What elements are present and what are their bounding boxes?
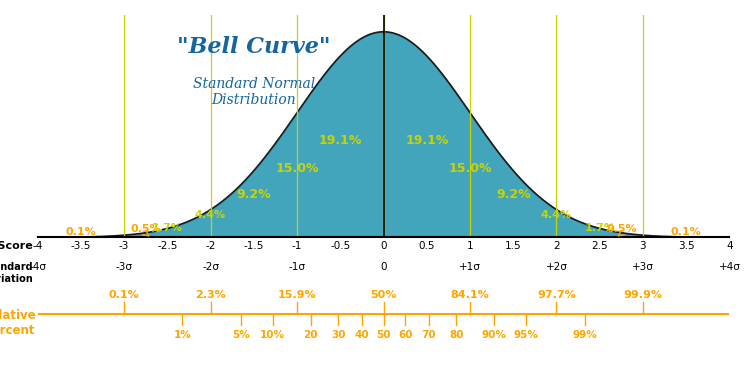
Text: Standard Normal
Distribution: Standard Normal Distribution bbox=[193, 77, 315, 107]
Text: 9.2%: 9.2% bbox=[496, 188, 531, 201]
Text: +4σ: +4σ bbox=[718, 262, 741, 272]
Text: 10%: 10% bbox=[260, 330, 285, 340]
Text: 40: 40 bbox=[354, 330, 369, 340]
Text: -4: -4 bbox=[32, 241, 43, 251]
Text: -1: -1 bbox=[292, 241, 302, 251]
Text: 15.9%: 15.9% bbox=[277, 290, 317, 300]
Text: "Bell Curve": "Bell Curve" bbox=[177, 36, 331, 58]
Text: +2σ: +2σ bbox=[545, 262, 568, 272]
Text: Standard
Deviation: Standard Deviation bbox=[0, 262, 33, 283]
Text: 4.4%: 4.4% bbox=[195, 211, 226, 221]
Text: 0.1%: 0.1% bbox=[671, 227, 702, 237]
Text: 4: 4 bbox=[726, 241, 732, 251]
Text: 3.5: 3.5 bbox=[678, 241, 695, 251]
Text: 9.2%: 9.2% bbox=[236, 188, 271, 201]
Text: Z-Score: Z-Score bbox=[0, 241, 33, 251]
Text: 99.9%: 99.9% bbox=[623, 290, 663, 300]
Text: 0.1%: 0.1% bbox=[109, 290, 139, 300]
Text: +1σ: +1σ bbox=[459, 262, 481, 272]
Text: 0: 0 bbox=[381, 241, 387, 251]
Text: 60: 60 bbox=[398, 330, 413, 340]
Text: -2: -2 bbox=[205, 241, 216, 251]
Text: 50%: 50% bbox=[370, 290, 397, 300]
Text: 19.1%: 19.1% bbox=[319, 134, 362, 147]
Text: 99%: 99% bbox=[572, 330, 597, 340]
Text: -3: -3 bbox=[119, 241, 129, 251]
Text: 0.5%: 0.5% bbox=[130, 224, 161, 234]
Text: 3: 3 bbox=[640, 241, 646, 251]
Text: 1.5: 1.5 bbox=[505, 241, 522, 251]
Text: 0.5%: 0.5% bbox=[606, 224, 637, 234]
Text: 80: 80 bbox=[449, 330, 463, 340]
Text: 2.5: 2.5 bbox=[591, 241, 608, 251]
Text: 70: 70 bbox=[422, 330, 436, 340]
Text: 95%: 95% bbox=[514, 330, 538, 340]
Text: 30: 30 bbox=[331, 330, 345, 340]
Text: Cumulative
Percent: Cumulative Percent bbox=[0, 309, 36, 337]
Text: -3σ: -3σ bbox=[116, 262, 132, 272]
Text: 5%: 5% bbox=[232, 330, 250, 340]
Text: 19.1%: 19.1% bbox=[405, 134, 448, 147]
Text: 1.7%: 1.7% bbox=[152, 223, 183, 233]
Text: 84.1%: 84.1% bbox=[450, 290, 490, 300]
Text: -1σ: -1σ bbox=[289, 262, 305, 272]
Text: 2: 2 bbox=[553, 241, 559, 251]
Text: +3σ: +3σ bbox=[632, 262, 654, 272]
Text: 50: 50 bbox=[376, 330, 391, 340]
Text: -0.5: -0.5 bbox=[330, 241, 350, 251]
Text: 1%: 1% bbox=[174, 330, 191, 340]
Text: 20: 20 bbox=[304, 330, 318, 340]
Text: -4σ: -4σ bbox=[29, 262, 46, 272]
Text: 15.0%: 15.0% bbox=[275, 162, 319, 175]
Text: -2.5: -2.5 bbox=[157, 241, 177, 251]
Text: 0.5: 0.5 bbox=[419, 241, 435, 251]
Text: -3.5: -3.5 bbox=[71, 241, 91, 251]
Text: 0: 0 bbox=[381, 262, 387, 272]
Text: 1: 1 bbox=[467, 241, 473, 251]
Text: -2σ: -2σ bbox=[202, 262, 219, 272]
Text: 15.0%: 15.0% bbox=[448, 162, 492, 175]
Text: 90%: 90% bbox=[482, 330, 507, 340]
Text: 0.1%: 0.1% bbox=[65, 227, 96, 237]
Text: 4.4%: 4.4% bbox=[541, 211, 572, 221]
Text: -1.5: -1.5 bbox=[244, 241, 264, 251]
Text: 2.3%: 2.3% bbox=[196, 290, 226, 300]
Text: 1.7%: 1.7% bbox=[584, 223, 615, 233]
Text: 97.7%: 97.7% bbox=[537, 290, 576, 300]
